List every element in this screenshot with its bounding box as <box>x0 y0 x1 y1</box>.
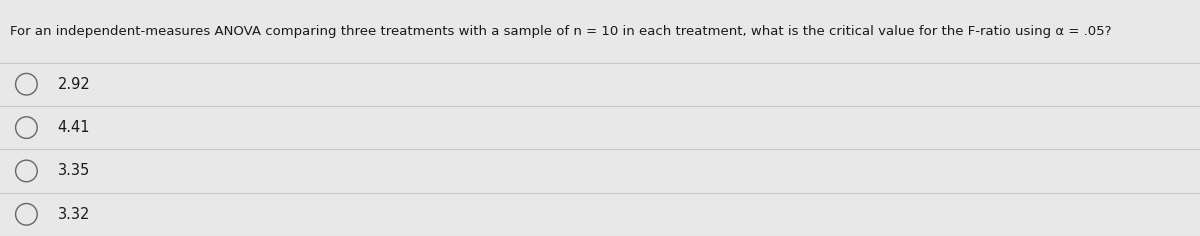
Text: 2.92: 2.92 <box>58 77 90 92</box>
FancyBboxPatch shape <box>0 0 1200 63</box>
Text: For an independent-measures ANOVA comparing three treatments with a sample of n : For an independent-measures ANOVA compar… <box>10 25 1111 38</box>
Bar <box>0 149 1200 193</box>
Bar <box>0 106 1200 149</box>
Bar <box>0 193 1200 236</box>
Text: 3.32: 3.32 <box>58 207 90 222</box>
Bar <box>0 63 1200 106</box>
Text: 3.35: 3.35 <box>58 164 90 178</box>
Text: 4.41: 4.41 <box>58 120 90 135</box>
